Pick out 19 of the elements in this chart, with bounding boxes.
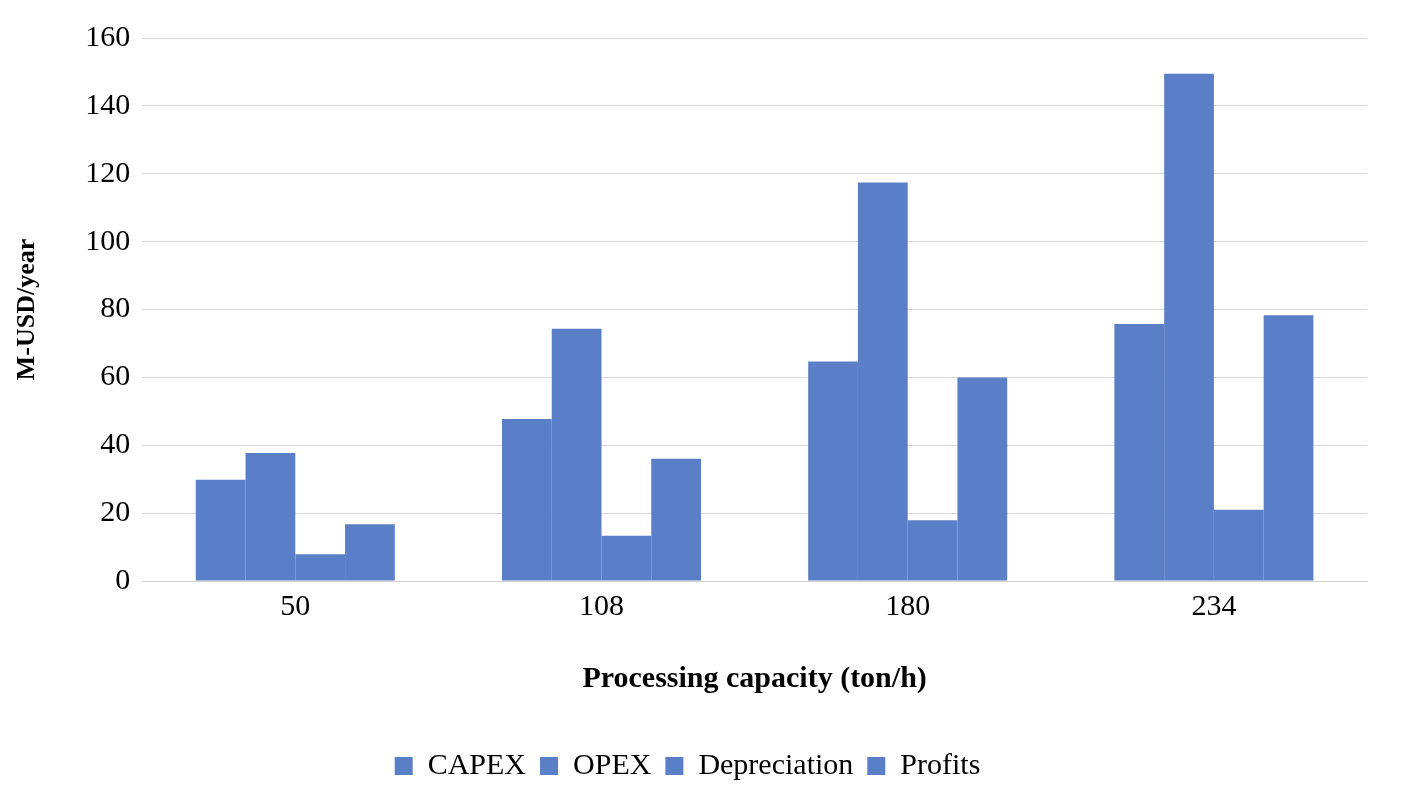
- y-axis-title: M-USD/year: [11, 238, 41, 381]
- y-tick-label: 140: [85, 86, 131, 120]
- y-tick-label: 40: [100, 426, 131, 460]
- x-tick-label: 180: [885, 587, 931, 621]
- y-tick-label: 0: [115, 561, 131, 595]
- y-tick-label: 160: [85, 18, 131, 52]
- x-tick-label: 50: [280, 587, 311, 621]
- legend-label: Profits: [900, 746, 981, 780]
- x-axis-title: Processing capacity (ton/h): [582, 659, 927, 694]
- x-tick-label: 234: [1191, 587, 1237, 621]
- legend-label: Depreciation: [698, 746, 854, 780]
- y-tick-label: 80: [100, 290, 131, 324]
- legend-label: CAPEX: [427, 746, 527, 780]
- y-tick-label: 100: [85, 222, 131, 256]
- x-tick-label: 108: [579, 587, 624, 621]
- y-tick-label: 60: [100, 358, 131, 392]
- y-tick-label: 20: [100, 494, 131, 527]
- y-tick-label: 120: [85, 154, 131, 188]
- legend-label: OPEX: [573, 746, 652, 780]
